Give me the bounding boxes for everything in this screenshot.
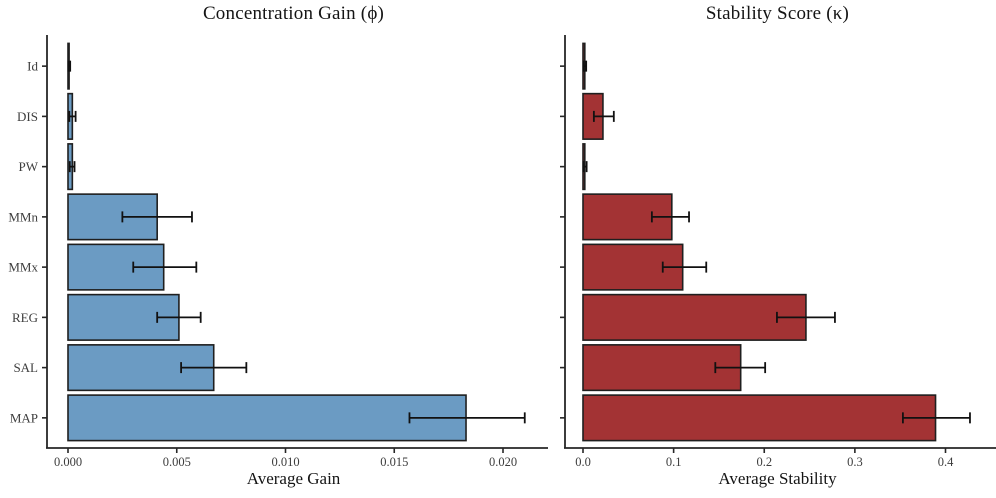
left-chart-title: Concentration Gain (ϕ) [202, 3, 385, 24]
right-x-axis-title: Average Stability [718, 469, 837, 488]
x-tick-label: 0.005 [163, 455, 191, 469]
right-chart-plot: 0.0 0.1 0.2 0.3 0.4 [560, 35, 996, 469]
y-tick-label-Id: Id [27, 59, 38, 74]
bar-REG [582, 293, 807, 341]
x-tick-label: 0.015 [380, 455, 408, 469]
y-tick-label-REG: REG [12, 310, 38, 325]
x-tick-label: 0.010 [271, 455, 299, 469]
x-tick-label: 0.1 [666, 455, 682, 469]
left-chart-plot: 0.000 0.005 0.010 0.015 0.020 Id DIS PW MMn MMx RE… [8, 35, 548, 469]
x-tick-label: 0.000 [54, 455, 82, 469]
y-tick-label-SAL: SAL [13, 360, 38, 375]
bar-SAL [582, 344, 742, 392]
y-tick-label-PW: PW [19, 159, 39, 174]
right-chart-title: Stability Score (κ) [705, 3, 850, 24]
x-tick-label: 0.4 [938, 455, 954, 469]
x-tick-label: 0.3 [847, 455, 863, 469]
left-x-axis-title: Average Gain [246, 469, 341, 488]
y-tick-label-DIS: DIS [17, 109, 38, 124]
x-tick-label: 0.0 [575, 455, 591, 469]
y-tick-label-MAP: MAP [10, 410, 38, 425]
x-tick-label: 0.2 [756, 455, 772, 469]
y-tick-label-MMn: MMn [8, 209, 38, 224]
bar-MAP [582, 394, 937, 442]
x-tick-label: 0.020 [489, 455, 517, 469]
y-tick-label-MMx: MMx [8, 260, 38, 275]
bar-MAP [67, 394, 467, 442]
